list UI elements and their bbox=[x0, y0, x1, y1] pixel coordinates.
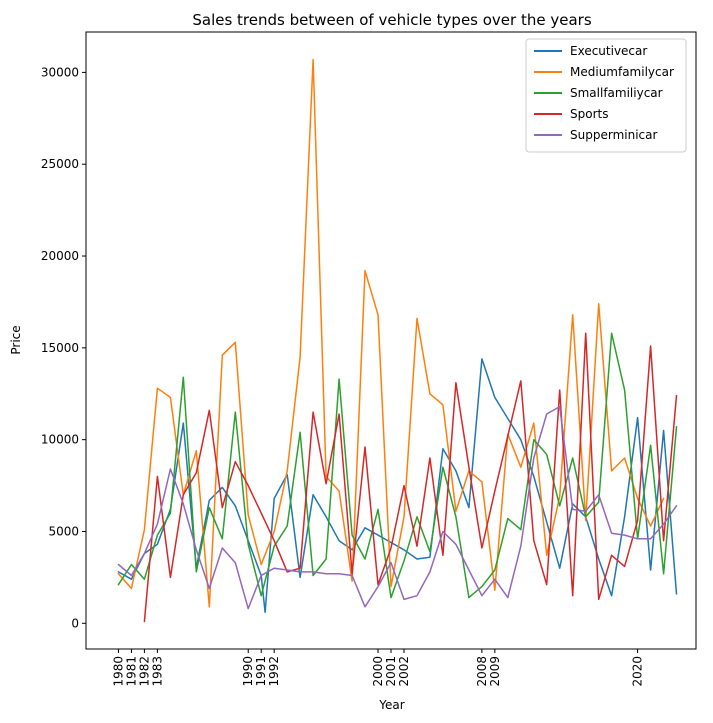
series-line-supperminicar bbox=[117, 405, 678, 610]
y-axis: 0 5000 10000 15000 20000 25000 30000 bbox=[41, 65, 86, 630]
x-tick-label: 2001 bbox=[384, 656, 398, 687]
legend: Executivecar Mediumfamilycar Smallfamiliyc… bbox=[525, 38, 687, 153]
x-tick-label: 2000 bbox=[371, 656, 385, 687]
legend-label-mediumfamilycar: Mediumfamilycar bbox=[570, 65, 674, 79]
y-tick-label: 0 bbox=[71, 616, 79, 630]
legend-label-executivecar: Executivecar bbox=[570, 44, 647, 58]
y-tick-label: 25000 bbox=[41, 157, 79, 171]
x-tick-label: 1982 bbox=[137, 656, 151, 687]
x-tick-label: 2002 bbox=[397, 656, 411, 687]
y-tick-label: 5000 bbox=[48, 524, 79, 538]
x-axis-label: Year bbox=[378, 698, 404, 712]
legend-box bbox=[525, 38, 687, 153]
x-tick-label: 2020 bbox=[631, 656, 645, 687]
legend-label-smallfamiliycar: Smallfamiliycar bbox=[570, 86, 663, 100]
y-tick-label: 30000 bbox=[41, 65, 79, 79]
series-layer bbox=[117, 58, 678, 623]
y-tick-label: 15000 bbox=[41, 341, 79, 355]
x-tick-label: 1991 bbox=[254, 656, 268, 687]
x-tick-label: 1992 bbox=[267, 656, 281, 687]
x-tick-label: 1981 bbox=[124, 656, 138, 687]
x-tick-label: 1980 bbox=[111, 656, 125, 687]
series-line-mediumfamilycar bbox=[117, 58, 665, 608]
legend-label-sports: Sports bbox=[570, 107, 608, 121]
x-tick-label: 2008 bbox=[475, 656, 489, 687]
y-tick-label: 20000 bbox=[41, 249, 79, 263]
y-axis-label: Price bbox=[9, 325, 23, 354]
x-tick-label: 1983 bbox=[150, 656, 164, 687]
legend-label-supperminicar: Supperminicar bbox=[570, 128, 657, 142]
x-tick-label: 1990 bbox=[241, 656, 255, 687]
x-tick-label: 2009 bbox=[488, 656, 502, 687]
series-line-sports bbox=[143, 332, 678, 623]
y-tick-label: 10000 bbox=[41, 433, 79, 447]
chart-title: Sales trends between of vehicle types ov… bbox=[192, 11, 591, 29]
